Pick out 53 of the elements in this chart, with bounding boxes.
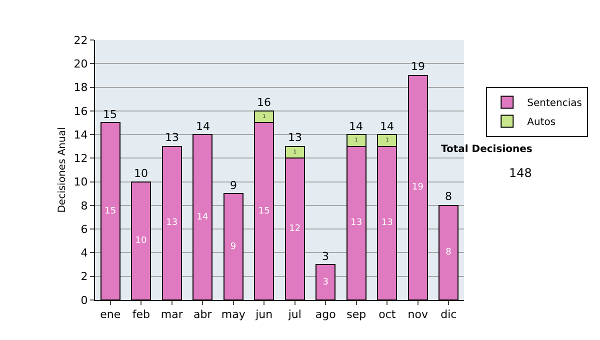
y-tick-label: 18: [74, 81, 88, 94]
x-tick-label: feb: [132, 308, 150, 322]
y-tick-label: 0: [80, 294, 88, 307]
x-tick-label: mar: [160, 308, 184, 322]
data-label: 9: [230, 242, 236, 252]
y-tick-label: 6: [80, 222, 88, 236]
data-label: 3: [322, 277, 328, 288]
y-tick-label: 20: [74, 57, 88, 70]
y-axis-title: Decisiones Anual: [57, 127, 68, 213]
x-tick-label: oct: [378, 308, 396, 322]
annotation: Total Decisiones: [441, 144, 532, 155]
total-label: 9: [230, 179, 237, 192]
total-label: 14: [380, 120, 394, 133]
x-tick-label: sep: [346, 308, 366, 322]
data-label: 13: [166, 218, 178, 228]
total-label: 13: [165, 131, 179, 144]
x-tick-label: abr: [194, 308, 212, 322]
data-label: 14: [196, 212, 208, 222]
y-tick-label: 12: [74, 152, 88, 166]
y-tick-label: 4: [80, 246, 88, 260]
data-label: 8: [446, 248, 452, 258]
legend-label: Autos: [527, 117, 556, 128]
y-tick-label: 8: [80, 199, 88, 212]
x-tick-label: jul: [287, 308, 302, 322]
total-label: 16: [257, 96, 271, 109]
total-label: 14: [349, 120, 363, 133]
x-tick-label: nov: [408, 308, 428, 322]
y-tick-label: 14: [74, 128, 88, 142]
y-tick-label: 22: [74, 34, 88, 47]
x-tick-label: ene: [100, 308, 121, 322]
x-tick-label: jun: [254, 308, 273, 322]
legend-label: Sentencias: [527, 98, 582, 110]
data-label: 15: [258, 206, 270, 216]
text: 148: [509, 166, 532, 180]
data-label: 13: [381, 218, 393, 228]
y-tick-label: 16: [74, 104, 88, 118]
total-label: 14: [196, 120, 210, 133]
x-tick-label: dic: [440, 308, 457, 322]
data-label: 12: [289, 224, 301, 234]
data-label: 10: [135, 236, 147, 246]
y-tick-label: 10: [74, 176, 88, 189]
total-label: 10: [134, 167, 148, 180]
data-label: 15: [104, 206, 116, 216]
data-label: 13: [350, 218, 362, 228]
total-label: 13: [288, 131, 302, 144]
total-label: 8: [445, 190, 452, 203]
x-tick-label: may: [221, 308, 246, 322]
total-label: 3: [322, 250, 329, 263]
y-tick-label: 2: [80, 270, 88, 284]
total-label: 19: [411, 60, 425, 73]
data-label: 19: [412, 182, 424, 193]
x-tick-label: ago: [315, 308, 336, 322]
total-label: 15: [103, 108, 117, 121]
